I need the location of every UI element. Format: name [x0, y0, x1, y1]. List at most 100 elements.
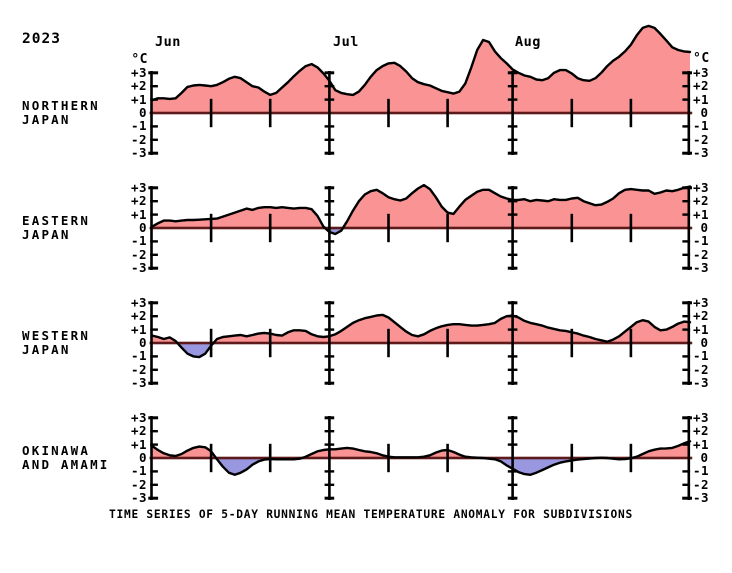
axis-tick [682, 266, 692, 270]
axis-tick [148, 381, 159, 385]
y-axis-label-left-panel4--1: -1 [130, 463, 147, 479]
y-axis-label-right-panel3-0: 0 [700, 335, 709, 350]
axis-tick [209, 213, 213, 243]
axis-tick [570, 98, 574, 128]
negative-anomaly-area-okinawa-and-amami [152, 458, 690, 475]
anomaly-curve-eastern-japan [150, 183, 692, 236]
axis-tick [682, 85, 691, 88]
axis-tick [629, 98, 633, 128]
y-axis-label-right-panel2--2: -2 [693, 246, 710, 262]
axis-tick [507, 381, 518, 385]
panel-title-line: WESTERN [22, 328, 91, 343]
axis-tick [570, 443, 574, 473]
axis-tick [682, 253, 691, 256]
axis-tick [507, 301, 518, 305]
year-label: 2023 [22, 31, 61, 47]
axis-tick [511, 416, 514, 500]
axis-tick [682, 98, 691, 101]
axis-tick [324, 213, 335, 216]
y-axis-label-left-panel3--1: -1 [130, 348, 147, 364]
y-axis-label-left-panel2--2: -2 [130, 246, 147, 262]
axis-tick [682, 301, 692, 305]
axis-tick [328, 71, 331, 155]
y-axis-label-left-panel4-+1: +1 [130, 436, 147, 452]
axis-tick [150, 240, 158, 243]
y-axis-label-left-panel4-0: 0 [138, 450, 147, 465]
axis-tick [629, 213, 633, 243]
axis-tick [507, 470, 518, 473]
axis-tick [682, 328, 691, 331]
unit-label-left: °C [131, 52, 148, 67]
axis-tick [324, 266, 335, 270]
axis-tick [148, 186, 159, 190]
y-axis-label-right-panel4-+2: +2 [693, 423, 710, 439]
positive-anomaly-area-western-japan [152, 314, 690, 343]
y-axis-label-left-panel1--2: -2 [130, 131, 147, 147]
axis-tick [150, 368, 158, 371]
axis-tick [324, 430, 335, 433]
zero-line [149, 226, 693, 230]
axis-tick [268, 213, 272, 243]
axis-tick [387, 443, 390, 473]
axis-tick [150, 253, 158, 256]
axis-tick [682, 381, 692, 385]
axis-tick [570, 213, 574, 243]
axis-tick [209, 328, 213, 358]
panel-title-line: NORTHERN [22, 98, 100, 113]
unit-label-right: °C [693, 51, 710, 66]
y-axis-label-right-panel1--1: -1 [693, 118, 710, 134]
axis-tick [148, 301, 159, 305]
axis-tick [324, 315, 335, 318]
axis-tick [324, 151, 335, 155]
panel-title-line: AND AMAMI [22, 456, 110, 472]
axis-tick [507, 213, 518, 216]
axis-tick [682, 430, 691, 433]
y-axis-label-right-panel3-+1: +1 [693, 321, 710, 337]
axis-tick [150, 301, 153, 385]
axis-tick [682, 240, 691, 243]
axis-tick [507, 355, 518, 358]
axis-tick [507, 253, 518, 256]
axis-tick [682, 151, 692, 155]
axis-tick [328, 186, 331, 270]
axis-tick [687, 416, 691, 500]
axis-tick [511, 301, 514, 385]
y-axis-label-left-panel3-+1: +1 [130, 321, 147, 337]
y-axis-label-right-panel1-+3: +3 [693, 64, 710, 80]
axis-tick [209, 98, 213, 128]
axis-tick [324, 85, 335, 88]
y-axis-label-right-panel1--2: -2 [693, 131, 710, 147]
y-axis-label-right-panel1-+2: +2 [693, 78, 710, 94]
axis-tick [150, 186, 153, 270]
axis-tick [150, 430, 158, 433]
axis-tick [150, 328, 158, 331]
y-axis-label-right-panel4-0: 0 [700, 450, 709, 465]
axis-tick [148, 151, 159, 155]
axis-tick [682, 443, 691, 446]
axis-tick [324, 125, 335, 128]
y-axis-label-right-panel2-+3: +3 [693, 179, 710, 195]
axis-tick [507, 443, 518, 446]
y-axis-label-left-panel3-+3: +3 [130, 294, 147, 310]
axis-tick [148, 266, 159, 270]
axis-tick [328, 416, 331, 500]
axis-tick [387, 328, 390, 358]
y-axis-label-left-panel1-0: 0 [138, 105, 147, 120]
axis-tick [507, 200, 518, 203]
axis-tick [446, 98, 449, 128]
axis-tick [446, 328, 449, 358]
axis-tick [268, 328, 272, 358]
y-axis-label-left-panel3--2: -2 [130, 361, 147, 377]
y-axis-label-right-panel4--1: -1 [693, 463, 710, 479]
axis-tick [150, 443, 158, 446]
panel-title-line: JAPAN [22, 226, 71, 242]
y-axis-label-left-panel1-+1: +1 [130, 91, 147, 107]
axis-tick [507, 71, 518, 75]
axis-tick [682, 355, 691, 358]
axis-tick [507, 328, 518, 331]
positive-anomaly-area-northern-japan [152, 25, 690, 113]
panel-title-northern-japan: NORTHERN JAPAN [22, 99, 100, 127]
axis-tick [682, 416, 692, 420]
axis-tick [324, 381, 335, 385]
axis-tick [324, 368, 335, 371]
